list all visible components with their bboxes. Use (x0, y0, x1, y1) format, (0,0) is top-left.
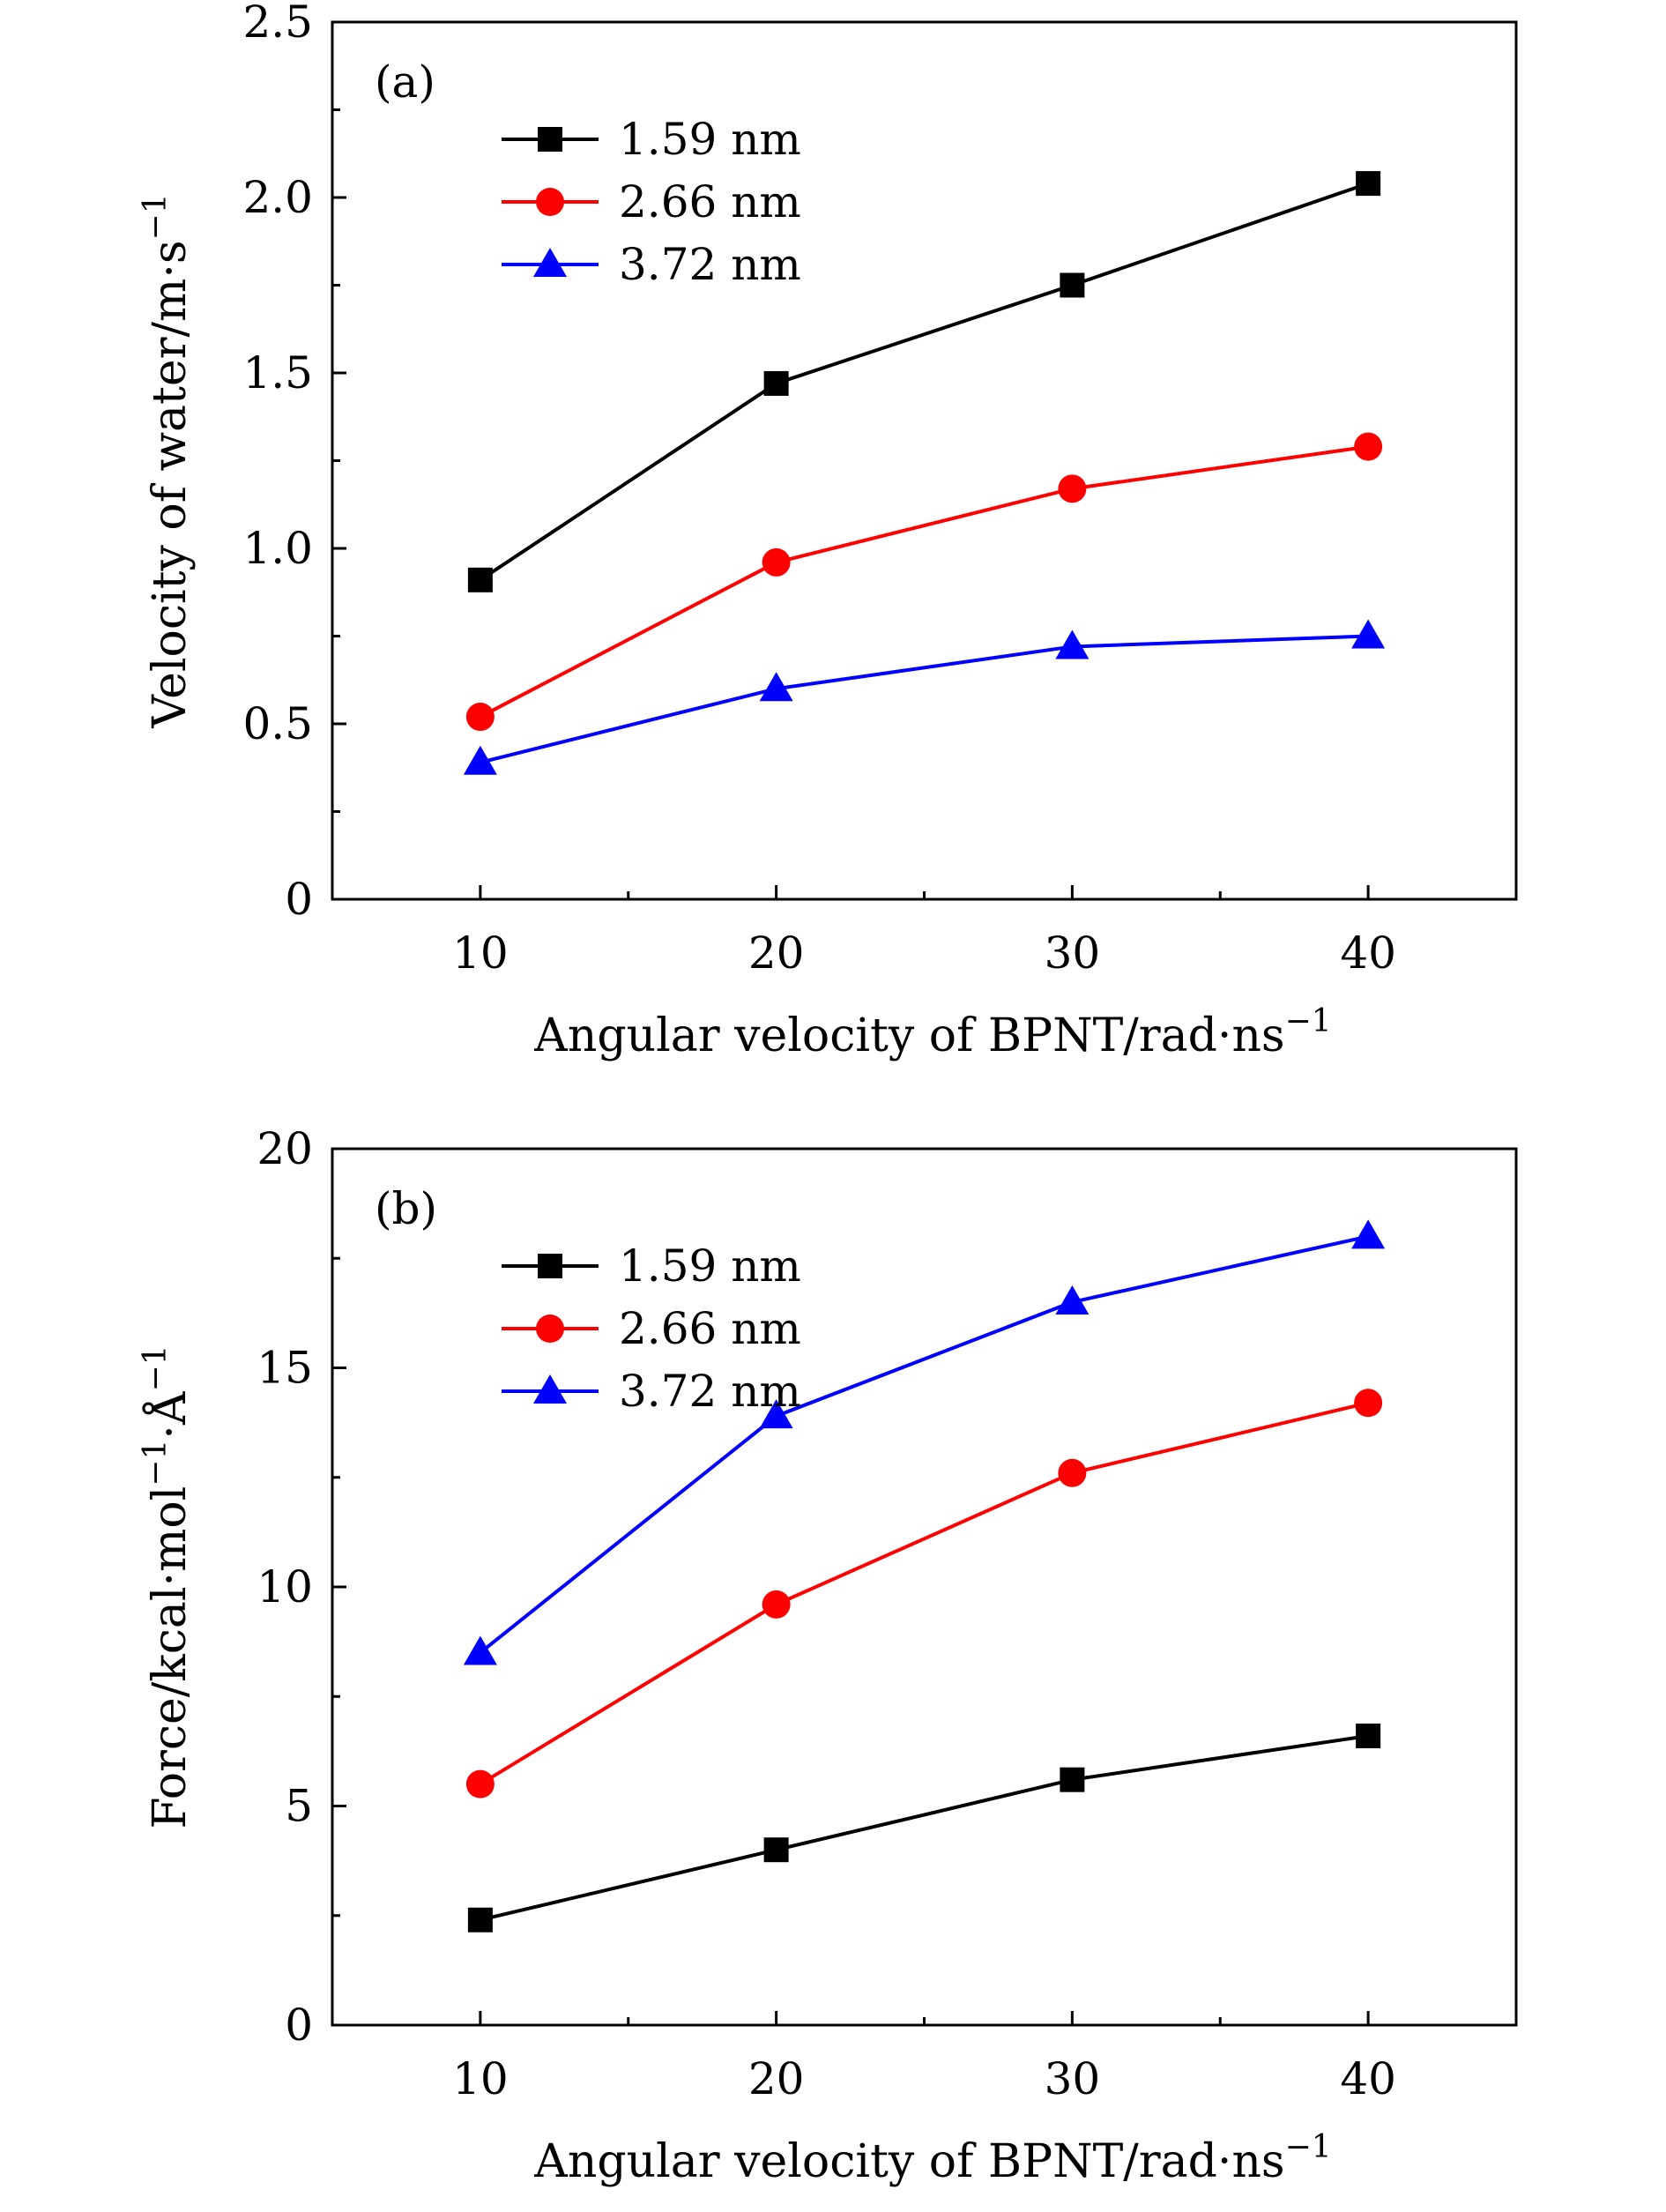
data-point-square (1060, 272, 1085, 298)
y-tick-label: 15 (257, 1343, 313, 1394)
series-line (479, 182, 1369, 582)
series-line (480, 1734, 1369, 1922)
data-point-square (1060, 1767, 1085, 1792)
series-2-66-nm (465, 432, 1383, 732)
series-1-59-nm (467, 171, 1381, 592)
data-point-triangle (1351, 1219, 1386, 1249)
y-axis-title: Force/kcal·mol−1·Å−1 (138, 1344, 197, 1828)
data-point-triangle (759, 672, 793, 702)
legend-label: 1.59 nm (619, 114, 801, 165)
series-line (480, 634, 1369, 764)
legend-label: 1.59 nm (619, 1240, 801, 1292)
series-line (479, 444, 1369, 719)
legend-label: 3.72 nm (619, 1366, 801, 1417)
x-tick-label: 30 (1045, 927, 1101, 979)
x-tick-label: 20 (748, 2053, 805, 2104)
x-axis-title-sup: −1 (1285, 1003, 1332, 1039)
data-point-triangle (463, 745, 497, 775)
x-tick-label: 20 (748, 927, 805, 979)
legend-marker-square (538, 1254, 562, 1278)
legend-b: 1.59 nm 2.66 nm 3.72 nm (502, 1240, 801, 1417)
data-point-square (1356, 1723, 1381, 1748)
legend-marker-triangle (533, 248, 567, 277)
series-1-59-nm (467, 1723, 1381, 1933)
y-tick-label: 1.0 (242, 523, 313, 574)
data-point-circle (1058, 474, 1087, 503)
y-axis-title-sup2: −1 (138, 1344, 174, 1391)
x-tick-label: 40 (1340, 2053, 1396, 2104)
legend-marker-circle (536, 188, 564, 216)
x-axis-title: Angular velocity of BPNT/rad·ns−1 (533, 2129, 1331, 2188)
data-point-circle (762, 1590, 791, 1619)
series-line (479, 1401, 1369, 1786)
data-point-circle (1058, 1458, 1087, 1487)
data-point-square (1356, 171, 1381, 197)
data-point-square (763, 370, 789, 396)
y-tick-label: 0 (285, 874, 313, 925)
x-axis-title-text: Angular velocity of BPNT/rad·ns (533, 1009, 1284, 1062)
series-2-66-nm (465, 1389, 1383, 1799)
y-tick-label: 1.5 (242, 347, 313, 398)
y-axis-title-text: Force/kcal·mol (144, 1486, 197, 1829)
x-axis-title-sup: −1 (1285, 2129, 1332, 2165)
panel-label: (a) (375, 56, 435, 108)
y-axis-title: Velocity of water/m·s−1 (138, 193, 197, 728)
legend-a: 1.59 nm 2.66 nm 3.72 nm (502, 114, 801, 290)
data-point-circle (762, 547, 791, 577)
panel-a: 10 20 30 40 0 0.5 1.0 1.5 2.0 2.5 Angular velocity… (138, 0, 1518, 1062)
y-axis-title-tail: ·Å (142, 1390, 197, 1440)
y-tick-label: 5 (285, 1781, 313, 1832)
y-tick-label: 2.0 (242, 172, 313, 223)
x-tick-label: 10 (452, 2053, 509, 2104)
data-point-triangle (1055, 629, 1090, 659)
data-point-square (467, 1907, 493, 1933)
data-point-triangle (1055, 1285, 1090, 1315)
legend-marker-circle (536, 1315, 564, 1343)
legend-marker-triangle (533, 1374, 567, 1404)
x-tick-label: 10 (452, 927, 509, 979)
data-point-circle (465, 1769, 495, 1799)
legend-label: 2.66 nm (619, 1303, 801, 1354)
panel-b: 10 20 30 40 0 5 10 15 20 Angular velocity of BPNT… (138, 1123, 1518, 2188)
y-axis-title-sup: −1 (138, 193, 174, 240)
x-axis-title-text: Angular velocity of BPNT/rad·ns (533, 2135, 1284, 2188)
data-point-triangle (759, 1399, 793, 1429)
legend-label: 2.66 nm (619, 176, 801, 227)
y-tick-label: 10 (257, 1561, 313, 1612)
data-point-triangle (463, 1635, 497, 1665)
legend-marker-square (538, 127, 562, 152)
plot-frame-b (331, 1147, 1518, 2027)
data-point-circle (465, 703, 495, 732)
y-axis-title-text: Velocity of water/m·s (144, 240, 197, 728)
plot-frame-a (331, 20, 1518, 901)
series-line (479, 1234, 1369, 1655)
panel-label: (b) (375, 1183, 437, 1234)
series-3-72-nm (463, 1219, 1386, 1665)
data-point-circle (1354, 1389, 1383, 1418)
legend-label: 3.72 nm (619, 239, 801, 290)
series-3-72-nm (463, 619, 1386, 775)
x-tick-label: 40 (1340, 927, 1396, 979)
y-tick-label: 0 (285, 2000, 313, 2051)
x-axis-title: Angular velocity of BPNT/rad·ns−1 (533, 1003, 1331, 1062)
y-tick-label: 2.5 (242, 0, 313, 48)
x-tick-label: 30 (1045, 2053, 1101, 2104)
data-point-square (763, 1837, 789, 1863)
data-point-square (467, 567, 493, 592)
y-tick-label: 0.5 (242, 698, 313, 749)
y-tick-label: 20 (257, 1123, 313, 1174)
data-point-triangle (1351, 619, 1386, 649)
y-axis-title-sup: −1 (138, 1440, 174, 1486)
data-point-circle (1354, 432, 1383, 461)
